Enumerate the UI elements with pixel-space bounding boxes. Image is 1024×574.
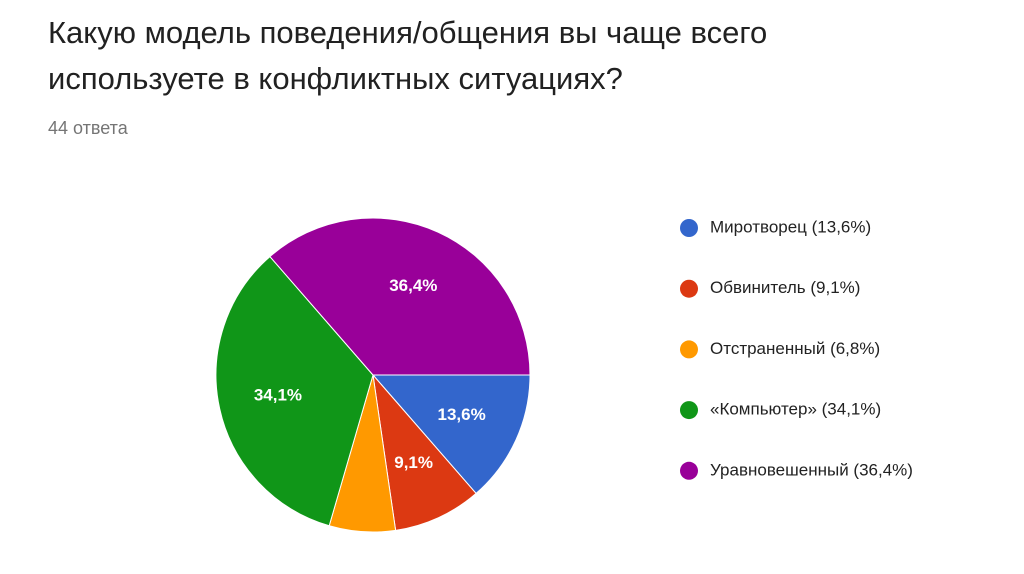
pie-slice [372,373,477,531]
legend-label: Миротворец (13,6%) [710,217,871,236]
data-label: 13,6% [437,405,485,424]
pie-slice [269,217,531,376]
chart-subtitle: 44 ответа [48,118,128,138]
pie-slice [371,374,531,495]
chart-title: Какую модель поведения/общения вы чаще в… [48,15,768,96]
legend-label: «Компьютер» (34,1%) [710,400,881,419]
legend-swatch [680,340,698,359]
data-label: 9,1% [394,453,433,472]
legend-label: Обвинитель (9,1%) [710,278,860,297]
legend-swatch [680,461,698,480]
legend-swatch [680,219,698,237]
data-label: 34,1% [254,385,302,404]
legend-label: Уравновешенный (36,4%) [710,460,913,479]
pie-slice [215,255,374,527]
data-label: 36,4% [389,276,437,295]
legend-swatch [680,401,698,420]
legend-label: Отстраненный (6,8%) [710,339,880,358]
legend-swatch [680,279,698,298]
